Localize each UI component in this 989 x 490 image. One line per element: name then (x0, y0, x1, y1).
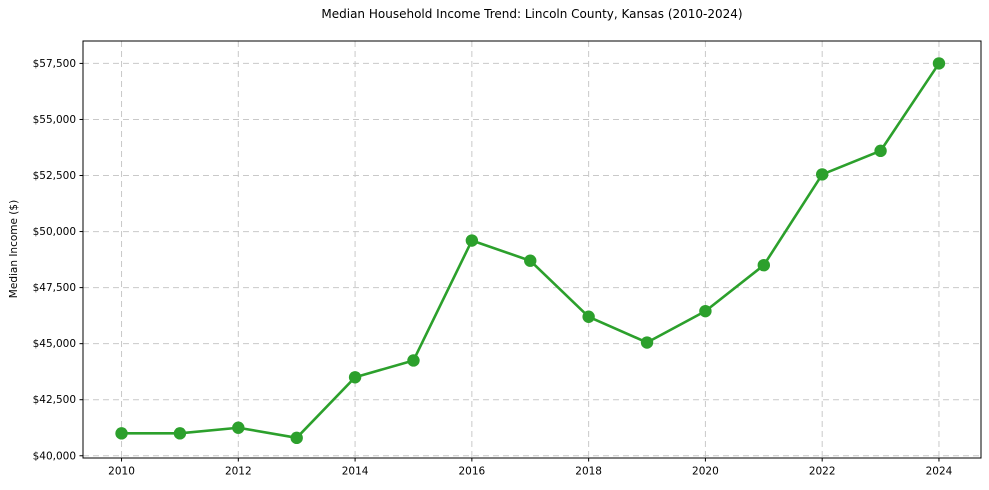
x-tick-label: 2012 (225, 466, 252, 478)
data-point (582, 310, 595, 323)
plot-border (82, 40, 982, 459)
y-tick-label: $40,000 (33, 450, 76, 462)
y-tick-label: $45,000 (33, 338, 76, 350)
data-point (815, 168, 829, 181)
data-point (640, 336, 654, 349)
y-tick-label: $50,000 (33, 226, 76, 238)
x-tick-label: 2020 (692, 466, 719, 478)
data-point (290, 431, 303, 445)
data-point (465, 234, 479, 247)
y-tick-label: $55,000 (33, 114, 76, 126)
data-point (173, 427, 187, 440)
data-point (232, 421, 245, 434)
y-tick-label: $47,500 (33, 282, 76, 294)
data-point (348, 371, 362, 384)
data-point (699, 304, 712, 318)
data-point (874, 144, 887, 158)
x-tick-label: 2018 (575, 466, 602, 478)
y-tick-label: $42,500 (33, 394, 76, 406)
y-tick-label: $52,500 (33, 170, 76, 182)
x-tick-label: 2014 (342, 466, 369, 478)
data-point (407, 354, 420, 367)
y-tick-label: $57,500 (33, 58, 76, 70)
x-tick-label: 2024 (926, 466, 953, 478)
data-point (115, 427, 128, 440)
data-point (932, 57, 946, 70)
chart-title: Median Household Income Trend: Lincoln C… (321, 7, 743, 21)
x-tick-label: 2022 (809, 466, 836, 478)
data-point (757, 258, 770, 272)
data-point (524, 254, 537, 267)
x-tick-label: 2010 (108, 466, 135, 478)
x-tick-label: 2016 (458, 466, 485, 478)
